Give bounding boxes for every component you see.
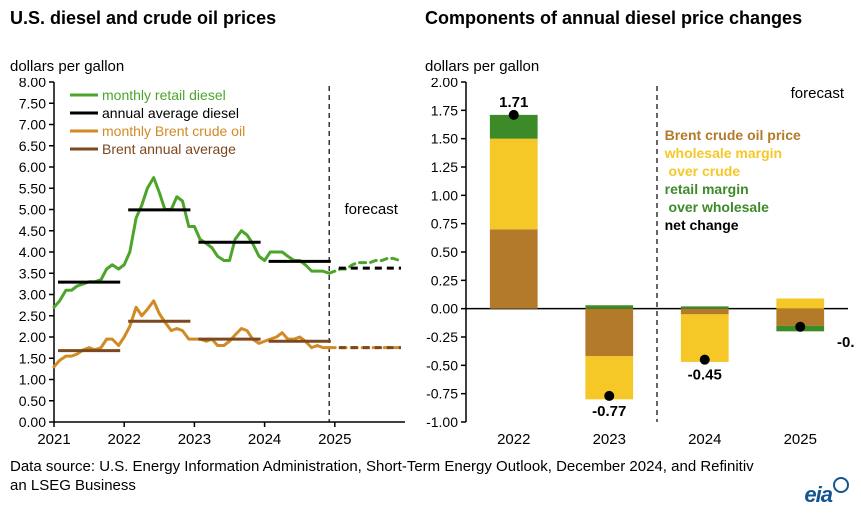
svg-text:2025: 2025	[318, 431, 351, 448]
svg-text:1.00: 1.00	[431, 187, 458, 203]
charts-container: U.S. diesel and crude oil prices dollars…	[0, 0, 861, 518]
right-chart-title: Components of annual diesel price change…	[425, 8, 855, 29]
svg-text:1.00: 1.00	[19, 372, 46, 388]
left-chart-ylabel: dollars per gallon	[10, 58, 124, 75]
eia-logo-text: eia	[804, 482, 832, 508]
svg-text:2023: 2023	[593, 431, 626, 448]
svg-text:2025: 2025	[784, 431, 817, 448]
svg-text:over crude: over crude	[665, 163, 741, 179]
eia-logo: eia	[804, 482, 849, 508]
svg-text:monthly retail diesel: monthly retail diesel	[102, 87, 226, 103]
svg-text:1.75: 1.75	[431, 102, 458, 118]
svg-text:2022: 2022	[497, 431, 530, 448]
svg-text:2.00: 2.00	[19, 329, 46, 345]
svg-text:0.25: 0.25	[431, 272, 458, 288]
right-chart: -1.00 -0.75 -0.50 -0.25 0.00 0.25 0.50 0.75 1.00…	[418, 78, 854, 448]
left-chart: 0.00 0.50 1.00 1.50 2.00 2.50 3.00 3.50 4.00 4.50…	[10, 78, 413, 448]
svg-text:net change: net change	[665, 217, 739, 233]
svg-text:forecast: forecast	[345, 201, 399, 218]
svg-text:2.50: 2.50	[19, 308, 46, 324]
svg-text:0.00: 0.00	[19, 414, 46, 430]
svg-text:2024: 2024	[248, 431, 281, 448]
svg-text:3.00: 3.00	[19, 287, 46, 303]
data-source-footer: Data source: U.S. Energy Information Adm…	[10, 458, 770, 496]
svg-text:monthly Brent crude oil: monthly Brent crude oil	[102, 123, 245, 139]
left-chart-title: U.S. diesel and crude oil prices	[10, 8, 276, 29]
svg-text:3.50: 3.50	[19, 265, 46, 281]
svg-text:6.00: 6.00	[19, 159, 46, 175]
svg-text:-0.25: -0.25	[426, 329, 458, 345]
svg-text:7.00: 7.00	[19, 117, 46, 133]
svg-text:retail margin: retail margin	[665, 181, 749, 197]
svg-text:-0.45: -0.45	[688, 367, 722, 384]
svg-text:1.50: 1.50	[431, 131, 458, 147]
svg-text:0.50: 0.50	[19, 393, 46, 409]
svg-text:2023: 2023	[178, 431, 211, 448]
svg-text:Brent annual average: Brent annual average	[102, 141, 236, 157]
svg-text:0.75: 0.75	[431, 216, 458, 232]
svg-text:0.00: 0.00	[431, 301, 458, 317]
svg-text:-0.50: -0.50	[426, 357, 458, 373]
eia-logo-ring-icon	[833, 477, 849, 493]
svg-text:-1.00: -1.00	[426, 414, 458, 430]
svg-text:1.50: 1.50	[19, 350, 46, 366]
svg-text:4.00: 4.00	[19, 244, 46, 260]
svg-text:6.50: 6.50	[19, 138, 46, 154]
svg-text:5.00: 5.00	[19, 202, 46, 218]
svg-text:forecast: forecast	[791, 85, 845, 102]
svg-text:Brent crude oil price: Brent crude oil price	[665, 127, 801, 143]
svg-text:annual average diesel: annual average diesel	[102, 105, 239, 121]
svg-text:2.00: 2.00	[431, 78, 458, 90]
svg-text:7.50: 7.50	[19, 95, 46, 111]
svg-text:2024: 2024	[688, 431, 721, 448]
svg-text:-0.75: -0.75	[426, 386, 458, 402]
svg-text:4.50: 4.50	[19, 223, 46, 239]
svg-text:2021: 2021	[37, 431, 70, 448]
right-chart-ylabel: dollars per gallon	[425, 58, 539, 75]
svg-text:1.71: 1.71	[499, 94, 528, 111]
svg-text:-0.16: -0.16	[837, 334, 854, 351]
svg-text:-0.77: -0.77	[592, 403, 626, 420]
svg-text:1.25: 1.25	[431, 159, 458, 175]
svg-text:8.00: 8.00	[19, 78, 46, 90]
svg-text:5.50: 5.50	[19, 180, 46, 196]
svg-text:over wholesale: over wholesale	[665, 199, 769, 215]
svg-text:2022: 2022	[108, 431, 141, 448]
svg-text:0.50: 0.50	[431, 244, 458, 260]
svg-text:wholesale margin: wholesale margin	[664, 145, 782, 161]
